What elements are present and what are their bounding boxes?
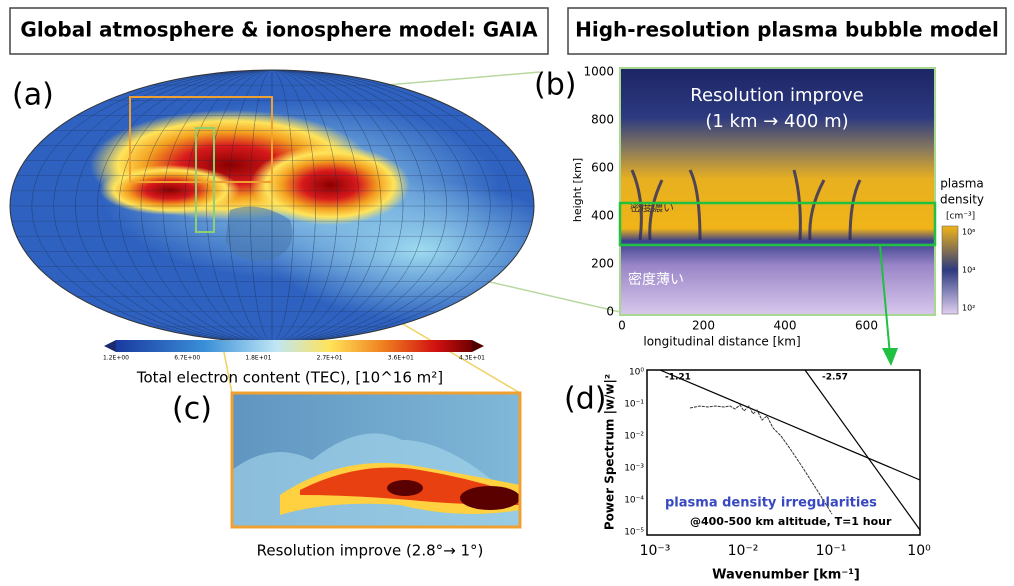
colorbar-title: density [940,193,984,207]
y-tick-label: 200 [591,257,614,271]
x-tick-label: 600 [855,319,878,333]
panel-label: (c) [172,392,212,427]
y-tick-label: 10⁻³ [624,464,644,474]
panel-label: (a) [12,78,54,113]
y-tick-label: 10⁰ [629,368,644,378]
colorbar-end [104,340,116,352]
y-tick-label: 10⁻⁴ [624,496,644,506]
arrow-head [882,348,898,366]
colorbar-tick-label: 10⁶ [962,228,975,237]
page: Global atmosphere & ionosphere model: GA… [0,0,1014,586]
colorbar-tick-label: 4.3E+01 [459,355,485,362]
colorbar-tick-label: 1.8E+01 [245,355,271,362]
headline: Resolution improve [690,85,863,106]
y-tick-label: 1000 [583,65,614,79]
panel-label: (d) [564,382,606,417]
colorbar-tick-label: 1.2E+00 [103,355,129,362]
note: 密度薄い [628,271,684,288]
legend-text: plasma density irregularities [665,496,877,511]
legend-text: @400-500 km altitude, T=1 hour [690,515,892,528]
title: High-resolution plasma bubble model [575,18,999,42]
x-tick-label: 10⁻¹ [816,543,847,559]
y-tick-label: 0 [606,305,614,319]
colorbar-tick-label: 2.7E+01 [317,355,343,362]
x-tick-label: 0 [618,319,626,333]
tec-map [0,60,570,350]
axis-label: Wavenumber [km⁻¹] [712,568,860,583]
headline: (1 km → 400 m) [705,111,848,132]
y-tick-label: 10⁻² [624,432,644,442]
colorbar-end [472,340,484,352]
y-tick-label: 400 [591,209,614,223]
colorbar [942,226,958,314]
colorbar-tick-label: 6.7E+00 [174,355,200,362]
colorbar [116,340,472,352]
y-tick-label: 10⁻¹ [624,400,644,410]
x-tick-label: 400 [774,319,797,333]
x-tick-label: 10⁻³ [640,543,671,559]
y-tick-label: 600 [591,161,614,175]
x-tick-label: 10⁰ [907,543,931,559]
caption: Resolution improve (2.8°→ 1°) [257,542,484,560]
axis-label: height [km] [571,158,584,222]
figure: Global atmosphere & ionosphere model: GA… [0,0,1014,586]
colorbar-unit: [cm⁻³] [946,212,975,222]
y-tick-label: 10⁻⁵ [624,528,644,538]
x-tick-label: 10⁻² [728,543,759,559]
zoom-map [232,393,520,527]
colorbar-tick-label: 10² [962,304,975,313]
y-tick-label: 800 [591,113,614,127]
x-tick-label: 200 [692,319,715,333]
colorbar-tick-label: 3.6E+01 [388,355,414,362]
axis-label: longitudinal distance [km] [643,335,800,349]
axis-label: Power Spectrum |w/w|² [603,374,617,530]
colorbar-title: plasma [940,177,984,191]
title: Global atmosphere & ionosphere model: GA… [20,18,538,42]
slope-label: -2.57 [822,373,848,383]
caption: Total electron content (TEC), [10^16 m²] [136,369,443,387]
colorbar-tick-label: 10⁴ [962,266,975,275]
panel-label: (b) [534,68,576,103]
slope-label: -1.21 [665,373,691,383]
